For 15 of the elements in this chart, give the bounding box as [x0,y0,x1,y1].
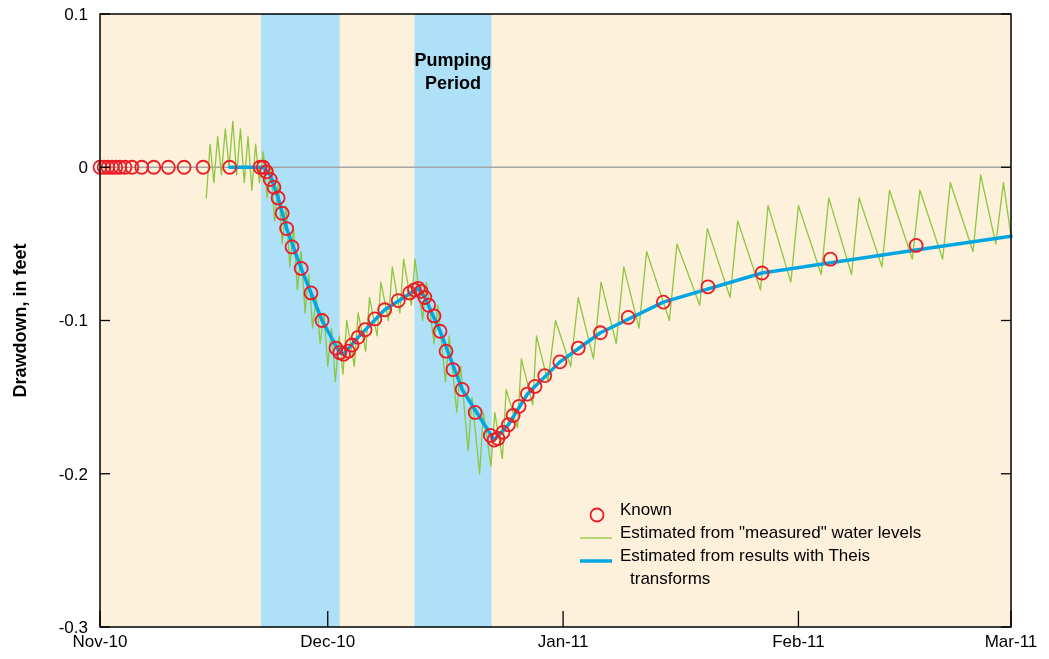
line-series [205,120,1012,475]
y-tick-label: 0 [78,158,88,178]
x-tick-label: Feb-11 [772,632,825,651]
legend-label: Estimated from "measured" water levels [620,523,922,542]
band-label: Pumping Period [414,50,492,93]
x-tick-label: Mar-11 [984,632,1038,651]
y-axis-title: Drawdown, in feet [10,243,30,398]
x-tick-label: Dec-10 [300,632,356,651]
y-tick-label: 0.1 [64,4,88,24]
x-tick-label: Nov-10 [72,632,128,651]
y-tick-label: -0.2 [58,464,88,484]
legend-label: Known [620,500,672,519]
legend-label: Estimated from results with Theis transforms [620,546,871,588]
x-tick-label: Jan-11 [537,632,589,651]
y-tick-label: -0.1 [58,311,88,331]
